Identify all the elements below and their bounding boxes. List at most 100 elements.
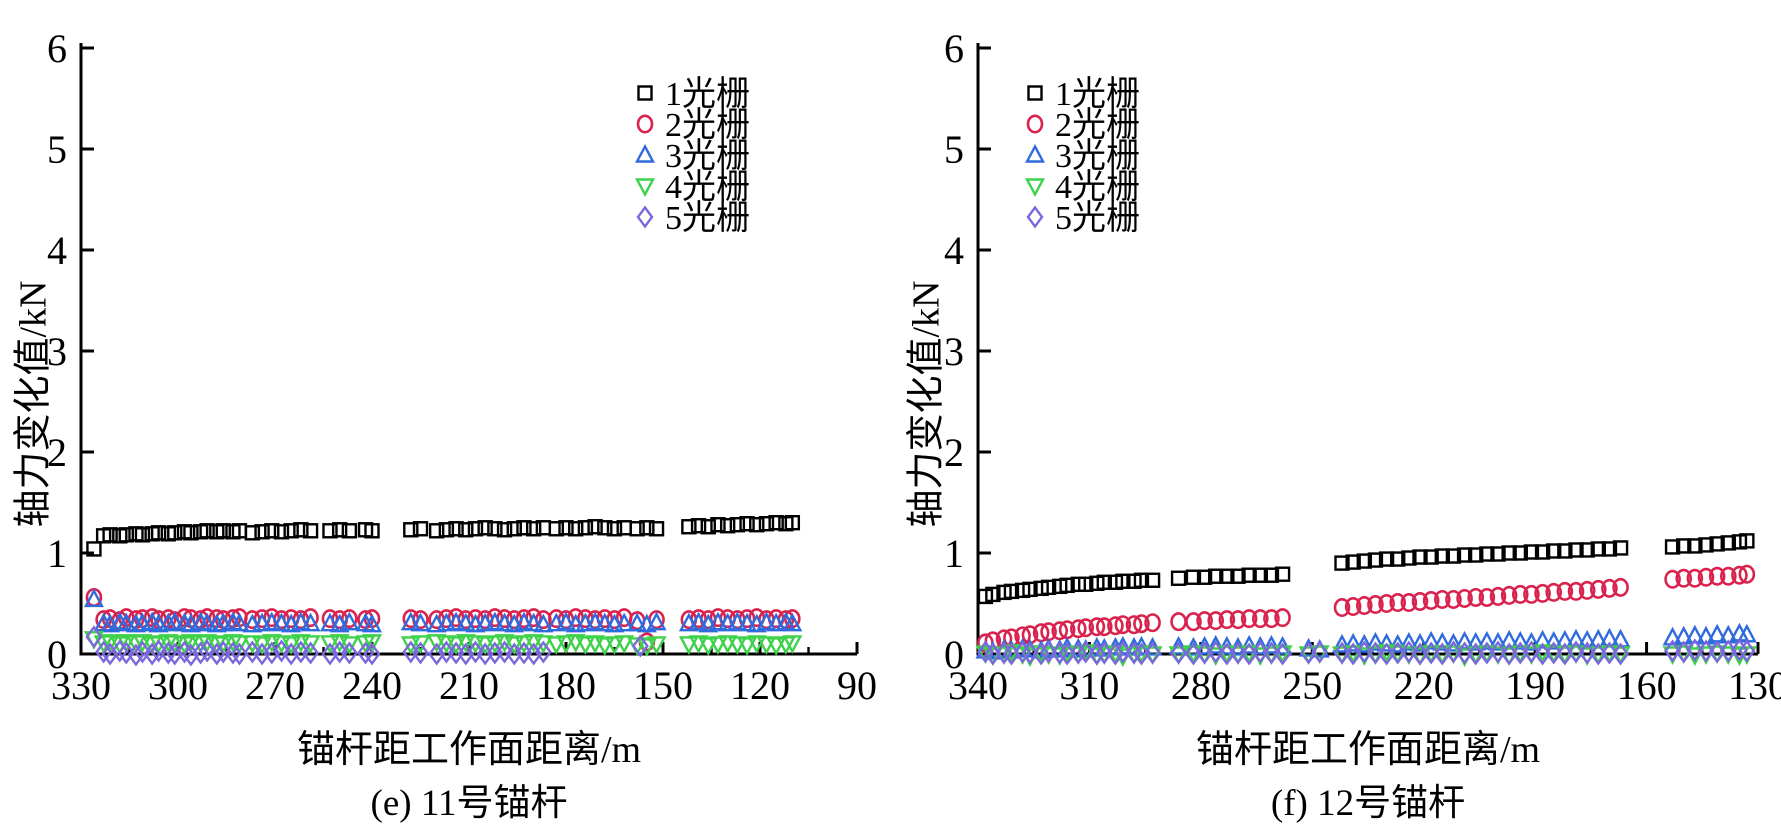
- y-tick-label: 0: [944, 632, 964, 677]
- square-marker: [1345, 554, 1361, 570]
- square-marker: [558, 520, 574, 536]
- triangle-up-marker: [533, 613, 554, 633]
- circle-marker: [1263, 609, 1280, 629]
- square-marker: [681, 519, 697, 535]
- square-marker: [548, 521, 564, 537]
- square-marker: [758, 516, 775, 532]
- triangle-up-marker: [290, 611, 311, 631]
- diamond-marker: [272, 639, 290, 663]
- triangle-up-marker: [1365, 631, 1386, 651]
- square-marker: [1185, 569, 1202, 585]
- triangle-down-marker: [281, 636, 302, 655]
- square-marker: [1698, 537, 1714, 553]
- triangle-up-marker: [339, 611, 360, 631]
- square-marker: [134, 527, 151, 543]
- triangle-up-marker: [164, 611, 185, 631]
- triangle-up-marker: [585, 611, 606, 631]
- triangle-down-marker: [635, 178, 655, 198]
- square-marker: [264, 523, 280, 539]
- square-marker: [506, 521, 522, 537]
- circle-marker: [1077, 618, 1095, 638]
- legend-marker-5: [1026, 205, 1044, 229]
- triangle-up-marker: [116, 612, 137, 632]
- triangle-up-marker: [83, 588, 104, 608]
- y-tick-label: 5: [944, 127, 964, 172]
- x-tick-label: 210: [439, 663, 499, 708]
- x-tick-label: 250: [1282, 663, 1342, 708]
- square-marker: [700, 519, 716, 535]
- circle-marker: [1207, 611, 1225, 631]
- x-tick-label: 180: [536, 663, 596, 708]
- legend-label: 3光栅: [665, 137, 750, 175]
- square-marker: [448, 521, 464, 537]
- x-tick-label: 130: [1728, 663, 1781, 708]
- square-marker: [690, 518, 707, 534]
- triangle-down-marker: [339, 636, 360, 655]
- triangle-up-marker: [1025, 143, 1045, 163]
- circle-marker: [1719, 566, 1737, 586]
- circle-marker: [1229, 610, 1247, 630]
- diamond-marker: [1088, 642, 1106, 666]
- triangle-down-marker: [737, 637, 758, 656]
- triangle-down-marker: [604, 636, 625, 655]
- triangle-up-marker: [1376, 632, 1397, 652]
- circle-marker: [1400, 592, 1418, 612]
- legend-label: 4光栅: [665, 168, 750, 206]
- triangle-down-marker: [594, 637, 615, 656]
- diamond-marker: [117, 641, 135, 665]
- caption-e: (e) 11号锚杆: [370, 783, 568, 824]
- triangle-up-marker: [594, 612, 615, 632]
- circle-marker: [1411, 591, 1429, 611]
- square-marker: [719, 518, 736, 534]
- triangle-up-marker: [523, 612, 544, 632]
- square-marker: [749, 517, 765, 533]
- y-tick-label: 4: [47, 228, 67, 273]
- triangle-up-marker: [1261, 634, 1282, 654]
- circle-marker: [1511, 584, 1529, 604]
- triangle-down-marker: [475, 636, 496, 655]
- square-marker: [1230, 568, 1246, 584]
- triangle-down-marker: [1465, 646, 1486, 666]
- square-marker: [438, 522, 455, 538]
- square-marker: [1078, 576, 1094, 593]
- diamond-marker: [101, 642, 119, 666]
- triangle-up-marker: [410, 612, 431, 632]
- circle-marker: [1125, 615, 1143, 635]
- circle-marker: [1088, 617, 1106, 637]
- diamond-marker: [198, 639, 216, 663]
- diamond-marker: [1021, 641, 1039, 665]
- diamond-marker: [1686, 638, 1704, 662]
- circle-marker: [1456, 588, 1473, 608]
- triangle-down-marker: [1168, 646, 1189, 666]
- x-tick-label: 280: [1171, 663, 1231, 708]
- circle-marker: [1445, 589, 1462, 609]
- square-marker: [487, 521, 503, 537]
- circle-marker: [1731, 565, 1748, 585]
- y-axis-title-f: 轴力变化值/kN: [905, 280, 948, 528]
- circle-marker: [1378, 593, 1395, 613]
- diamond-marker: [1106, 642, 1124, 666]
- y-tick-label: 0: [47, 632, 67, 677]
- diamond-marker: [357, 641, 375, 665]
- diamond-marker: [1333, 641, 1351, 665]
- triangle-up-marker: [1421, 630, 1442, 650]
- diamond-marker: [1069, 641, 1087, 665]
- square-marker: [1003, 583, 1020, 600]
- triangle-up-marker: [1410, 632, 1430, 652]
- diamond-marker: [224, 641, 242, 665]
- triangle-down-marker: [1610, 646, 1631, 666]
- square-marker: [1367, 552, 1384, 568]
- diamond-marker: [363, 642, 381, 666]
- diamond-marker: [150, 639, 168, 663]
- square-marker: [1412, 549, 1428, 565]
- x-tick-label: 90: [837, 663, 877, 708]
- square-marker: [458, 522, 474, 538]
- triangle-down-marker: [484, 635, 505, 654]
- circle-marker: [1355, 596, 1373, 616]
- triangle-down-marker: [975, 645, 996, 665]
- diamond-marker: [1114, 640, 1132, 664]
- triangle-down-marker: [646, 636, 667, 655]
- diamond-marker: [534, 640, 552, 664]
- circle-marker: [709, 608, 727, 628]
- square-marker: [1512, 545, 1528, 561]
